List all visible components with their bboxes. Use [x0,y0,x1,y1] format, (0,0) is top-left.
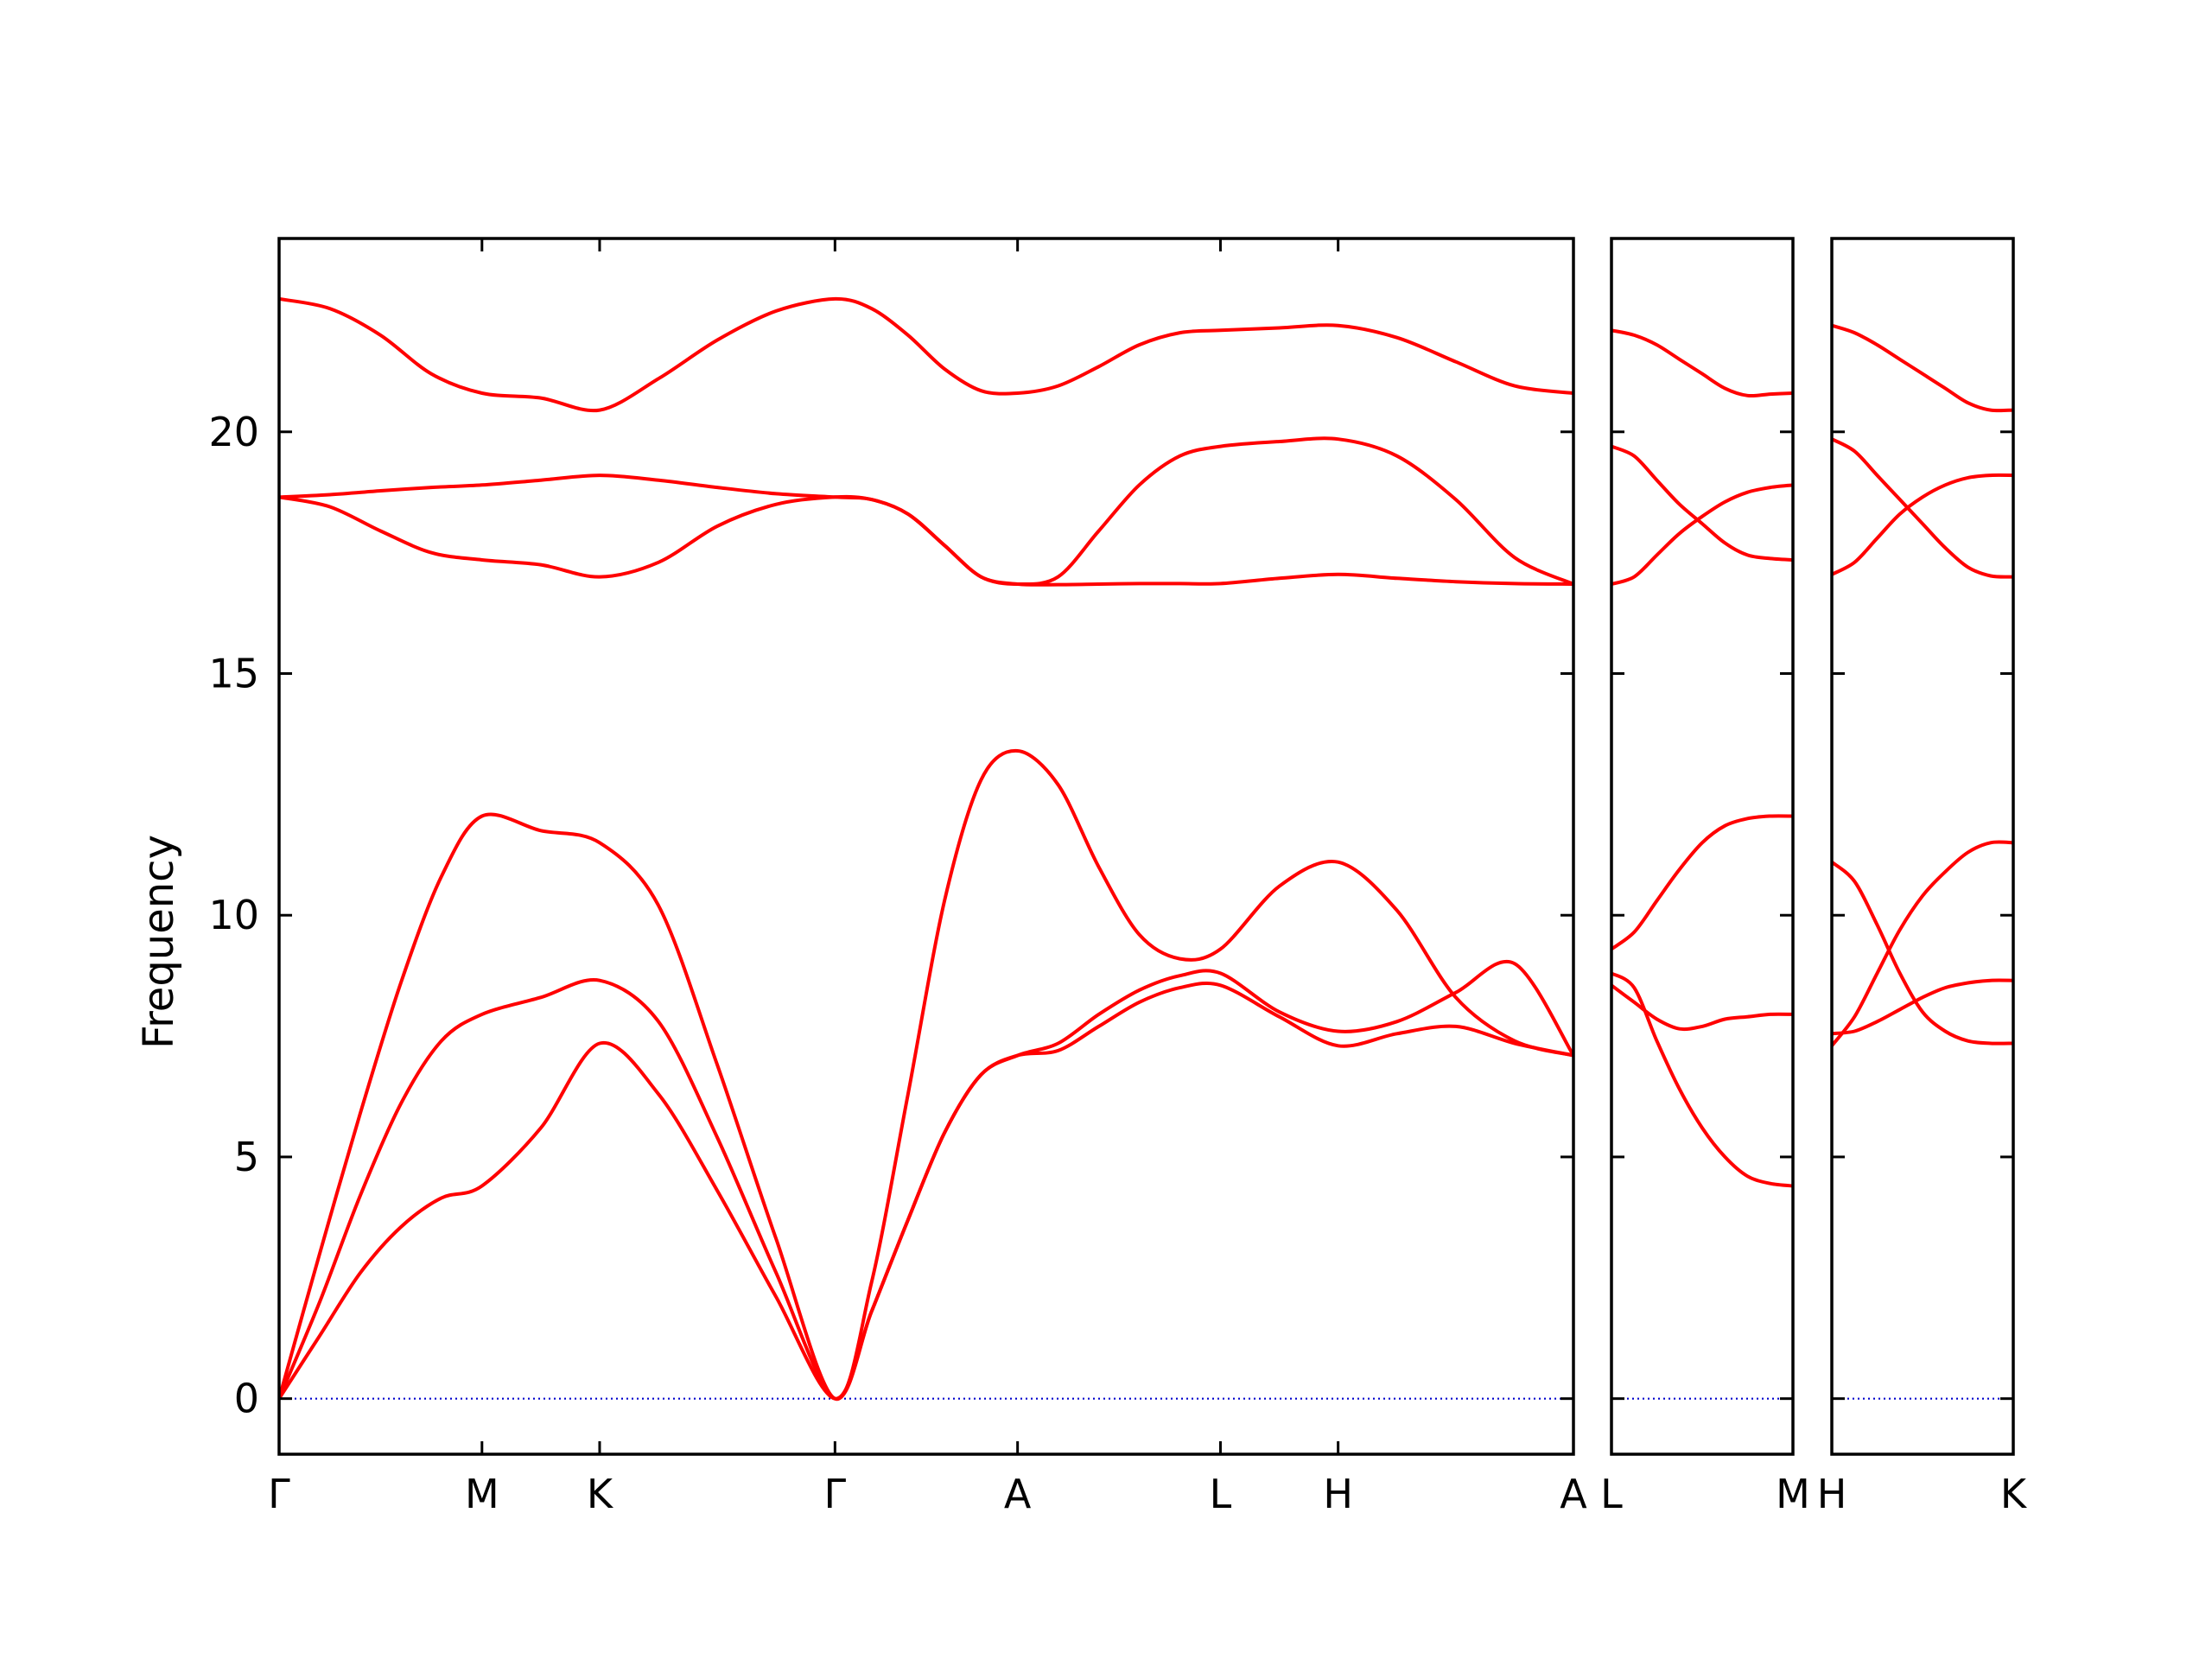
x-tick-label: Γ [268,1471,290,1517]
x-tick-label: L [1600,1471,1623,1517]
x-tick-label: H [1817,1471,1847,1517]
panel-2-band-5 [1611,971,1793,1188]
y-axis-label: Frequency [135,835,183,1049]
panel-1-band-2 [279,960,1573,1401]
panel-3-band-4 [1832,860,2013,1046]
x-tick-label: M [1776,1471,1810,1517]
panel-2-band-1 [1611,328,1793,398]
panel-1-band-3 [279,982,1573,1401]
panel-3-band-2 [1832,437,2013,579]
panel-2-plot-area [1611,328,1793,1400]
x-tick-label: K [2000,1471,2028,1517]
x-tick-label: Γ [824,1471,847,1517]
panel-2-frame [1610,237,1795,1456]
x-tick-label: A [1004,1471,1032,1517]
panel-3-plot-area [1832,323,2013,1400]
y-tick-label: 5 [234,1134,259,1180]
panel-3-band-5 [1832,840,2013,1048]
panel-3-frame [1830,237,2015,1456]
panel-1-band-4 [279,296,1573,413]
panel-2-band-2 [1611,444,1793,562]
x-tick-label: K [587,1471,614,1517]
panel-1-frame [277,237,1575,1456]
y-tick-label: 10 [208,892,259,938]
panel-1-plot-area [279,296,1573,1401]
panel-2-band-3 [1611,483,1793,586]
x-tick-label: H [1323,1471,1353,1517]
y-tick-label: 0 [234,1376,259,1422]
panel-1-band-5 [279,436,1573,587]
panel-1-band-6 [279,494,1573,587]
x-tick-label: L [1210,1471,1232,1517]
panel-3-band-6 [1832,978,2013,1036]
panel-3-band-1 [1832,323,2013,413]
y-tick-label: 15 [208,650,259,696]
x-tick-label: M [465,1471,499,1517]
bands-layer [279,296,2013,1401]
x-tick-label: A [1560,1471,1587,1517]
y-tick-label: 20 [208,409,259,455]
panel-3-band-3 [1832,473,2013,576]
panel-1-band-1 [279,748,1573,1401]
panel-2-band-6 [1611,983,1793,1032]
panel-2-band-4 [1611,814,1793,951]
